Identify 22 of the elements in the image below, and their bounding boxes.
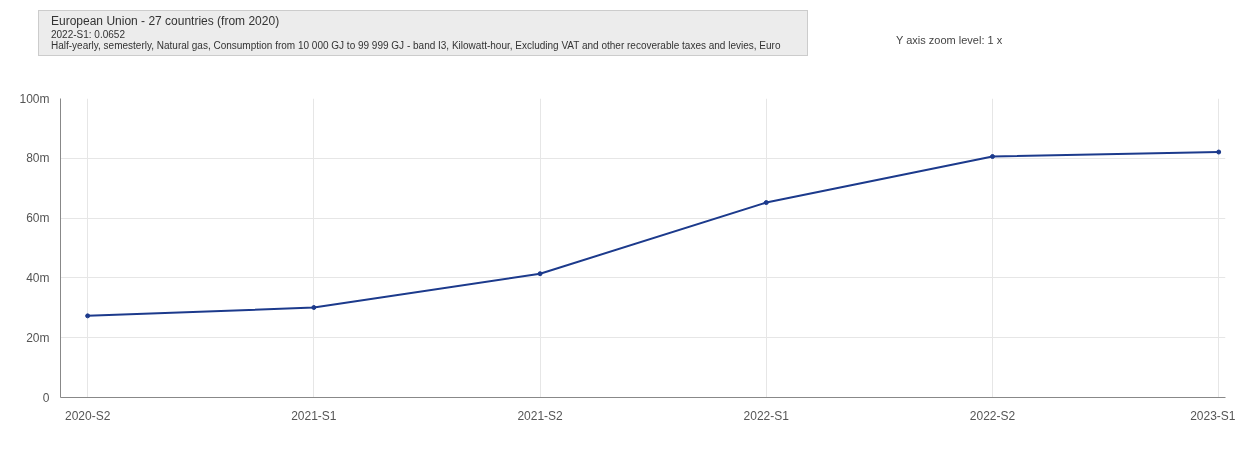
y-tick-label: 80m	[26, 151, 50, 166]
text: Half-yearly, semesterly, Natural gas, Consumption from 10 000 GJ to 99 999 GJ - band I3, Kilowatt-hour, Excluding VAT and other recoverable taxes and levies, Euro	[51, 40, 782, 52]
x-tick-label: 2023-S1	[1190, 408, 1236, 423]
x-tick-label: 2021-S2	[517, 408, 564, 423]
text: European Union - 27 countries (from 2020)	[51, 14, 281, 29]
point	[311, 305, 317, 310]
point	[537, 271, 543, 277]
point	[990, 154, 995, 159]
x-tick-label: 2021-S1	[291, 408, 337, 423]
point	[763, 200, 769, 206]
text: Y axis zoom level: 1 x	[896, 33, 1003, 48]
x-tick-label: 2022-S2	[969, 408, 1016, 423]
y-tick-label: 0	[42, 390, 50, 405]
point	[85, 313, 91, 319]
point	[1216, 149, 1222, 155]
y-tick-label: 100m	[19, 91, 50, 106]
x-tick-label: 2020-S2	[64, 408, 111, 423]
text: 2022-S1: 0.0652	[51, 28, 126, 41]
y-tick-label: 20m	[26, 330, 50, 345]
y-tick-label: 40m	[26, 270, 50, 285]
x-tick-label: 2022-S1	[743, 408, 790, 423]
y-tick-label: 60m	[26, 211, 50, 226]
